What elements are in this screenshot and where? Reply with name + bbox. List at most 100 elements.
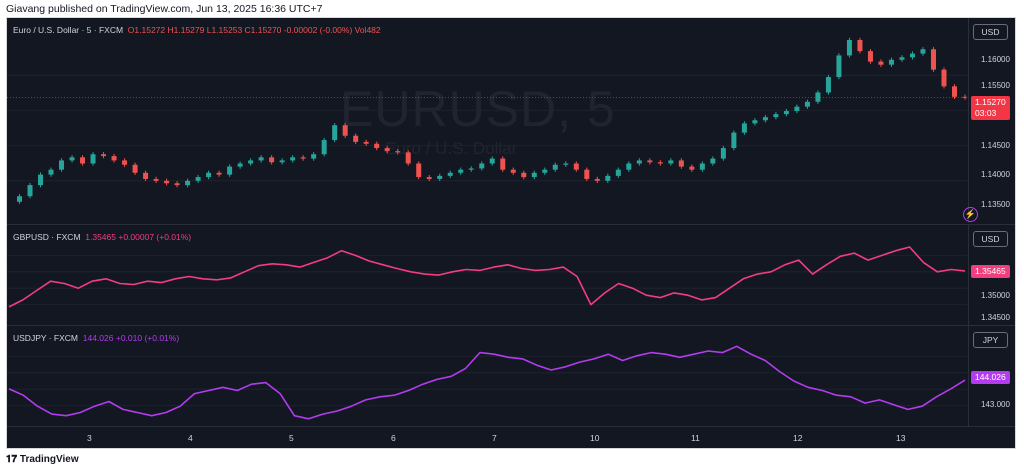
- candle-body: [279, 160, 285, 163]
- candle-body: [689, 166, 695, 170]
- price-scale-divider: [968, 326, 969, 426]
- candle-body: [195, 177, 201, 181]
- candle-body: [804, 101, 810, 107]
- candle-body: [111, 156, 117, 161]
- usdjpy-plot[interactable]: [7, 326, 967, 426]
- candle-body: [752, 120, 758, 124]
- candle-body: [542, 169, 548, 173]
- symbol-watermark: EURUSD, 5: [340, 81, 616, 137]
- price-scale-divider: [968, 18, 969, 223]
- tradingview-logo-icon: 𝟏𝟕: [6, 454, 18, 465]
- usdjpy-change-values: 144.026 +0.010 (+0.01%): [82, 333, 180, 343]
- time-axis-label: 10: [590, 433, 600, 443]
- candle-body: [920, 49, 926, 54]
- price-tick: 1.14000: [981, 170, 1010, 179]
- candle-body: [353, 135, 359, 142]
- candle-body: [899, 57, 905, 60]
- candle-body: [384, 148, 390, 152]
- candle-body: [552, 164, 558, 170]
- usdjpy-legend[interactable]: USDJPY · FXCM 144.026 +0.010 (+0.01%): [13, 333, 179, 343]
- candle-body: [321, 140, 327, 155]
- candle-body: [647, 160, 653, 163]
- candle-body: [185, 180, 191, 186]
- candle-body: [500, 158, 506, 170]
- last-price-label: 1.35465: [971, 265, 1010, 278]
- candle-body: [594, 178, 600, 181]
- candle-body: [132, 164, 138, 173]
- price-scale-divider: [968, 225, 969, 325]
- brand-label: TradingView: [19, 454, 79, 465]
- gbpusd-legend[interactable]: GBPUSD · FXCM 1.35465 +0.00007 (+0.01%): [13, 232, 191, 242]
- time-axis-label: 11: [691, 433, 700, 443]
- candle-body: [206, 172, 212, 178]
- candle-body: [342, 125, 348, 136]
- gbpusd-plot[interactable]: [7, 225, 967, 325]
- candle-body: [615, 169, 621, 176]
- usdjpy-pane[interactable]: USDJPY · FXCM 144.026 +0.010 (+0.01%) JP…: [7, 325, 1015, 426]
- gbpusd-legend-name: GBPUSD · FXCM: [13, 232, 81, 242]
- eurusd-pane[interactable]: EURUSD, 5 Euro / U.S. Dollar Euro / U.S.…: [7, 18, 1015, 223]
- candle-body: [962, 96, 967, 98]
- candle-body: [668, 160, 674, 164]
- eurusd-plot[interactable]: [7, 18, 967, 223]
- chart-frame[interactable]: EURUSD, 5 Euro / U.S. Dollar Euro / U.S.…: [6, 17, 1016, 449]
- candle-body: [143, 172, 149, 179]
- candle-body: [153, 178, 159, 181]
- price-tick: 1.15500: [981, 81, 1010, 90]
- price-tick: 143.000: [981, 400, 1010, 409]
- candle-body: [794, 106, 800, 112]
- candle-body: [521, 172, 527, 178]
- candle-body: [636, 160, 642, 164]
- candle-body: [363, 141, 369, 144]
- publish-caption: Giavang published on TradingView.com, Ju…: [6, 3, 323, 15]
- candle-body: [311, 154, 317, 159]
- candle-body: [38, 174, 44, 186]
- candle-body: [773, 114, 779, 118]
- currency-button-usd[interactable]: USD: [973, 24, 1008, 40]
- candle-body: [720, 148, 726, 159]
- candle-body: [395, 151, 401, 153]
- candle-body: [258, 157, 264, 161]
- currency-button-usd[interactable]: USD: [973, 231, 1008, 247]
- candle-body: [825, 77, 831, 93]
- candle-body: [290, 157, 296, 161]
- eurusd-ohlc-values: O1.15272 H1.15279 L1.15253 C1.15270 -0.0…: [127, 25, 381, 35]
- candle-body: [122, 160, 128, 165]
- candle-body: [80, 157, 86, 164]
- last-price-label: 1.15270 03:03: [971, 96, 1010, 120]
- gbpusd-change-values: 1.35465 +0.00007 (+0.01%): [85, 232, 192, 242]
- candle-body: [300, 157, 306, 159]
- candle-body: [678, 160, 684, 167]
- candle-body: [447, 172, 453, 176]
- candle-body: [489, 158, 495, 164]
- eurusd-legend[interactable]: Euro / U.S. Dollar · 5 · FXCM O1.15272 H…: [13, 25, 381, 35]
- candle-body: [836, 55, 842, 78]
- lightning-icon[interactable]: ⚡: [963, 207, 978, 222]
- last-price-value: 1.15270: [975, 97, 1006, 107]
- candle-body: [174, 183, 180, 186]
- candle-body: [17, 196, 23, 202]
- candle-body: [657, 162, 663, 164]
- time-axis-label: 7: [492, 433, 497, 443]
- tradingview-brand[interactable]: 𝟏𝟕 TradingView: [6, 454, 79, 465]
- candle-body: [941, 69, 947, 87]
- candle-body: [563, 163, 569, 165]
- candle-body: [878, 61, 884, 65]
- candle-body: [888, 59, 894, 65]
- candle-body: [227, 166, 233, 175]
- candle-body: [951, 86, 957, 97]
- gbpusd-pane[interactable]: GBPUSD · FXCM 1.35465 +0.00007 (+0.01%) …: [7, 224, 1015, 325]
- time-axis[interactable]: 3 4 5 6 7 10 11 12 13: [7, 426, 1015, 448]
- candle-body: [510, 169, 516, 173]
- candle-body: [69, 157, 75, 161]
- usdjpy-legend-name: USDJPY · FXCM: [13, 333, 79, 343]
- candle-body: [164, 180, 170, 184]
- candle-body: [857, 40, 863, 52]
- last-price-label: 144.026: [971, 371, 1010, 384]
- candle-body: [458, 169, 464, 173]
- currency-button-jpy[interactable]: JPY: [973, 332, 1008, 348]
- price-tick: 1.35000: [981, 291, 1010, 300]
- candle-body: [59, 160, 65, 170]
- candle-body: [48, 169, 54, 175]
- candle-body: [710, 158, 716, 164]
